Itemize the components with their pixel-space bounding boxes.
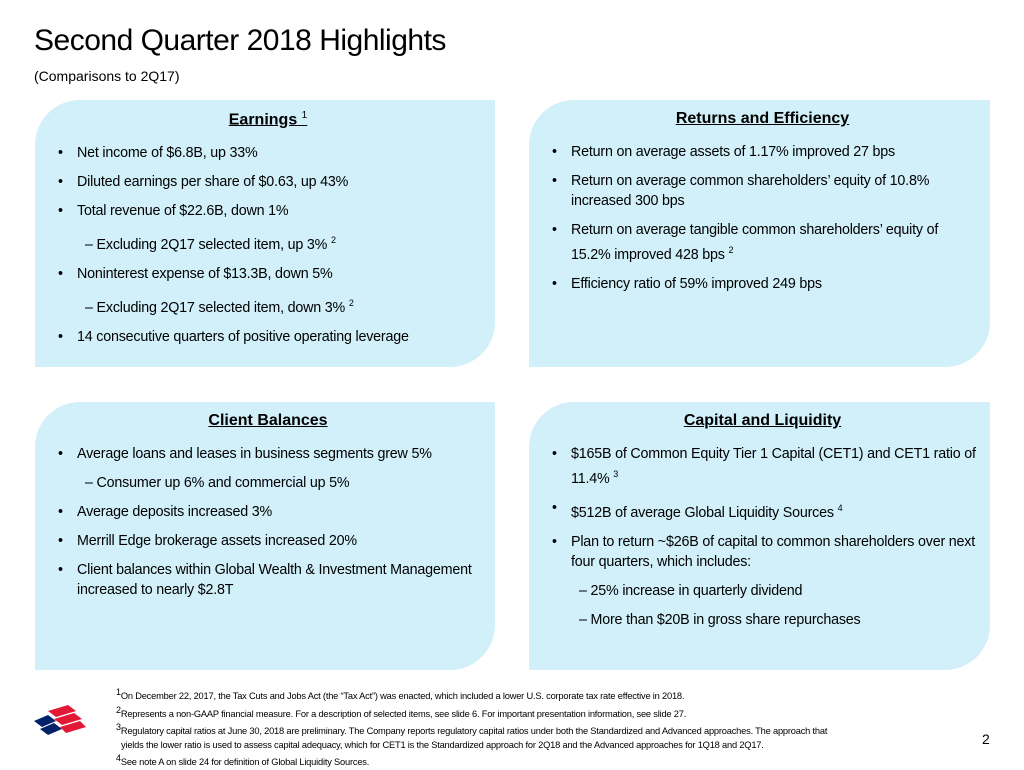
footnotes: 1On December 22, 2017, the Tax Cuts and …: [116, 686, 827, 770]
bank-logo-icon: [34, 705, 86, 735]
footnote-continuation: yields the lower ratio is used to assess…: [121, 739, 764, 750]
bullet-item: Total revenue of $22.6B, down 1%: [55, 201, 481, 221]
footnote: 2Represents a non-GAAP financial measure…: [116, 704, 687, 719]
bullet-item: Average loans and leases in business seg…: [55, 444, 481, 464]
sub-bullet: – 25% increase in quarterly dividend: [579, 582, 803, 599]
bullet-item: Merrill Edge brokerage assets increased …: [55, 531, 481, 551]
sub-bullet: – Excluding 2Q17 selected item, down 3% …: [85, 298, 354, 316]
page-number: 2: [982, 731, 990, 747]
page-title: Second Quarter 2018 Highlights: [34, 24, 446, 57]
sub-bullet: – Consumer up 6% and commercial up 5%: [85, 475, 350, 491]
bullet-item: Return on average common shareholders’ e…: [549, 171, 976, 211]
bullet-item: Average deposits increased 3%: [55, 502, 481, 522]
bullet-item: Client balances within Global Wealth & I…: [55, 560, 481, 600]
sub-bullet: – Excluding 2Q17 selected item, up 3% 2: [85, 235, 336, 254]
panel-client-balances: Client Balances Average loans and leases …: [35, 402, 495, 670]
sub-bullet: – More than $20B in gross share repurcha…: [579, 611, 861, 628]
bullet-item: Plan to return ~$26B of capital to commo…: [549, 532, 976, 572]
panel-heading: Client Balances: [208, 412, 328, 429]
panel-heading: Capital and Liquidity: [683, 412, 842, 429]
panel-returns: Returns and Efficiency Return on average …: [529, 100, 990, 367]
bullet-item: Diluted earnings per share of $0.63, up …: [55, 172, 481, 192]
bullet-item: Efficiency ratio of 59% improved 249 bps: [549, 274, 976, 294]
bullet-item: Return on average tangible common shareh…: [549, 220, 976, 265]
bullet-item: Return on average assets of 1.17% improv…: [549, 142, 976, 162]
footnote: 1On December 22, 2017, the Tax Cuts and …: [116, 687, 685, 702]
panel-heading: Earnings 1: [228, 110, 308, 129]
bullet-item: Net income of $6.8B, up 33%: [55, 143, 481, 163]
footnote: 4See note A on slide 24 for definition o…: [116, 753, 370, 768]
bullet-item: $512B of average Global Liquidity Source…: [549, 498, 976, 523]
page-subtitle: (Comparisons to 2Q17): [34, 68, 180, 84]
panel-earnings: Earnings 1 Net income of $6.8B, up 33% Dil…: [35, 100, 495, 367]
panel-capital-liquidity: Capital and Liquidity $165B of Common Equ…: [529, 402, 990, 670]
bullet-item: Noninterest expense of $13.3B, down 5%: [55, 264, 481, 284]
bullet-item: 14 consecutive quarters of positive oper…: [55, 327, 481, 347]
panel-heading: Returns and Efficiency: [675, 110, 850, 127]
bullet-item: $165B of Common Equity Tier 1 Capital (C…: [549, 444, 976, 489]
footnote: 3Regulatory capital ratios at June 30, 2…: [116, 722, 828, 737]
